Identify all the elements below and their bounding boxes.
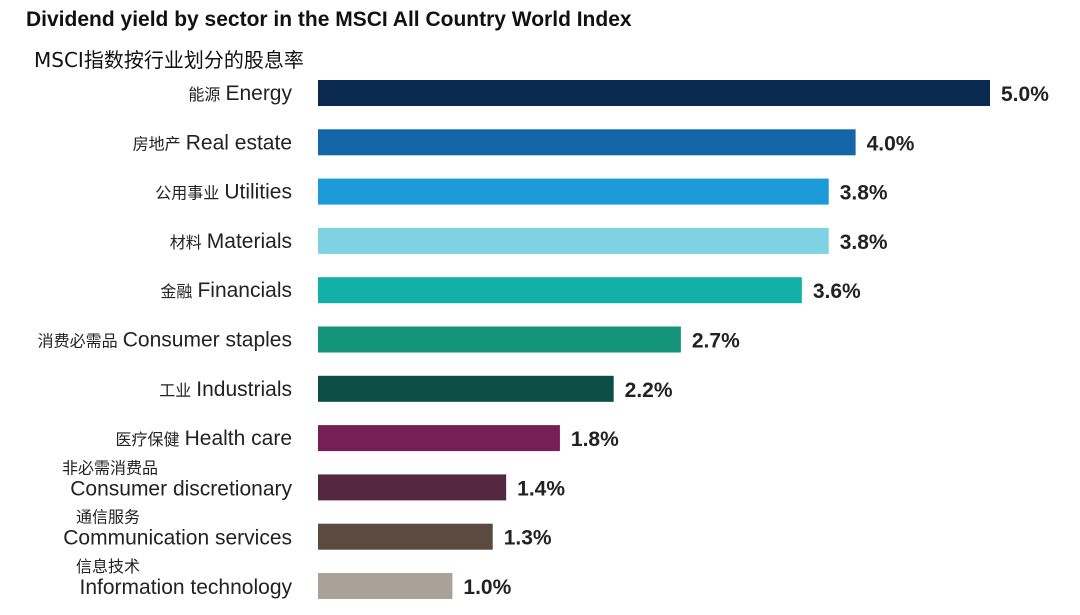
category-label-en: Financials — [197, 279, 292, 302]
value-label: 5.0% — [1001, 83, 1049, 106]
category-label-en: Materials — [207, 230, 292, 253]
category-label-en: Consumer staples — [123, 329, 292, 352]
bar — [318, 129, 856, 156]
category-label: 消费必需品 Consumer staples — [38, 329, 292, 352]
bar — [318, 573, 453, 599]
bar — [318, 425, 560, 452]
bar — [318, 474, 507, 501]
category-label: 医疗保健 Health care — [116, 427, 292, 450]
bar — [318, 178, 829, 205]
category-label-en: Real estate — [186, 131, 292, 154]
bar — [318, 227, 829, 254]
category-label-en: Utilities — [224, 181, 292, 204]
category-label: 能源 Energy — [188, 82, 292, 105]
chart-subtitle: MSCI指数按行业划分的股息率 — [34, 48, 304, 72]
category-label-cn: 金融 — [160, 282, 197, 301]
bar — [318, 80, 990, 106]
category-label: 工业 Industrials — [159, 378, 292, 401]
category-label: 金融 Financials — [160, 279, 292, 302]
bar — [318, 326, 681, 353]
category-label-cn: 医疗保健 — [116, 430, 185, 449]
category-label-cn: 材料 — [170, 233, 207, 252]
value-label: 3.8% — [840, 231, 888, 254]
category-label-cn: 公用事业 — [155, 184, 224, 203]
bar — [318, 277, 802, 304]
category-label-cn: 非必需消费品 — [62, 458, 158, 477]
category-label-cn: 工业 — [159, 381, 196, 400]
bar — [318, 523, 493, 550]
value-label: 3.8% — [840, 182, 888, 205]
category-label-en: Energy — [225, 82, 292, 105]
value-label: 1.3% — [504, 527, 552, 550]
value-label: 1.4% — [517, 477, 565, 500]
value-label: 4.0% — [867, 132, 915, 155]
category-label-cn: 房地产 — [133, 134, 186, 153]
value-label: 2.2% — [625, 379, 673, 402]
category-label-cn: 通信服务 — [76, 508, 140, 527]
category-label-en: Industrials — [196, 378, 292, 401]
bar — [318, 375, 614, 402]
category-label: 材料 Materials — [170, 230, 292, 253]
value-label: 1.8% — [571, 428, 619, 451]
category-label-en: Information technology — [80, 576, 293, 599]
category-label: 房地产 Real estate — [133, 131, 292, 154]
category-label-cn: 信息技术 — [76, 557, 140, 576]
category-label: 公用事业 Utilities — [155, 181, 292, 204]
value-label: 3.6% — [813, 280, 861, 303]
value-label: 2.7% — [692, 330, 740, 353]
category-label-en: Consumer discretionary — [70, 477, 292, 500]
category-label-en: Communication services — [63, 527, 292, 550]
category-label-cn: 消费必需品 — [38, 332, 123, 351]
category-label-en: Health care — [185, 427, 292, 450]
value-label: 1.0% — [463, 576, 511, 599]
category-label-cn: 能源 — [188, 85, 225, 104]
chart-title: Dividend yield by sector in the MSCI All… — [26, 8, 632, 31]
